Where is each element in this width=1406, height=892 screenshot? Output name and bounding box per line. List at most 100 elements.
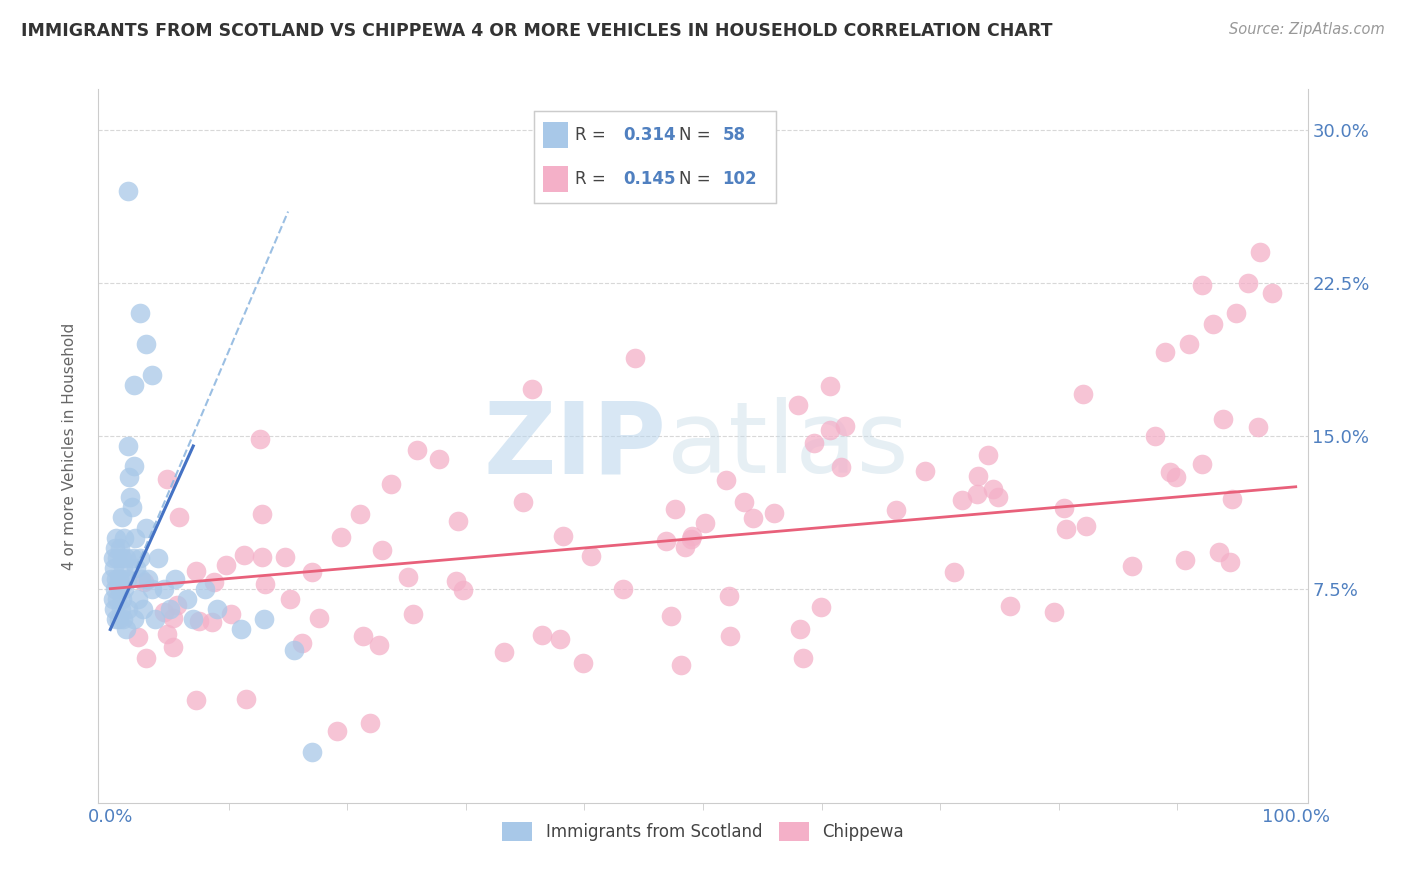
Point bbox=[444, 574, 467, 589]
Point bbox=[105, 551, 128, 566]
Point bbox=[1237, 276, 1260, 290]
Point bbox=[111, 591, 134, 606]
Point bbox=[1202, 317, 1225, 331]
Point bbox=[664, 501, 686, 516]
Legend: Immigrants from Scotland, Chippewa: Immigrants from Scotland, Chippewa bbox=[495, 815, 911, 848]
Point bbox=[117, 439, 139, 453]
Point bbox=[125, 561, 148, 575]
Point bbox=[117, 602, 139, 616]
Point bbox=[820, 379, 842, 393]
Point bbox=[101, 591, 124, 606]
Point bbox=[966, 487, 988, 501]
Point bbox=[127, 630, 149, 644]
Point bbox=[141, 582, 163, 596]
Point bbox=[530, 628, 553, 642]
Point bbox=[301, 745, 323, 759]
Point bbox=[396, 569, 419, 583]
Point bbox=[1159, 465, 1181, 479]
Point bbox=[352, 629, 374, 643]
Point bbox=[654, 534, 676, 549]
Point bbox=[1191, 277, 1213, 292]
Point bbox=[792, 651, 814, 665]
Point bbox=[115, 572, 138, 586]
Point bbox=[522, 382, 544, 396]
Point bbox=[987, 491, 1010, 505]
Point bbox=[1143, 429, 1166, 443]
Text: atlas: atlas bbox=[666, 398, 908, 494]
Point bbox=[101, 551, 124, 566]
Point bbox=[249, 432, 271, 446]
Point bbox=[129, 551, 152, 566]
Point bbox=[112, 612, 135, 626]
Point bbox=[447, 514, 470, 528]
Point bbox=[169, 510, 191, 524]
Point bbox=[202, 574, 225, 589]
Point bbox=[107, 572, 129, 586]
Point bbox=[118, 469, 141, 483]
Point bbox=[141, 368, 163, 382]
Text: IMMIGRANTS FROM SCOTLAND VS CHIPPEWA 4 OR MORE VEHICLES IN HOUSEHOLD CORRELATION: IMMIGRANTS FROM SCOTLAND VS CHIPPEWA 4 O… bbox=[21, 22, 1053, 40]
Point bbox=[429, 452, 451, 467]
Point bbox=[129, 306, 152, 320]
Point bbox=[884, 503, 907, 517]
Point bbox=[718, 589, 741, 603]
Point bbox=[166, 598, 188, 612]
Point bbox=[1074, 518, 1097, 533]
Point bbox=[229, 623, 252, 637]
Point bbox=[966, 469, 988, 483]
Point bbox=[221, 607, 243, 621]
Point bbox=[122, 459, 145, 474]
Point bbox=[215, 558, 238, 572]
Point bbox=[100, 572, 122, 586]
Point bbox=[1166, 469, 1188, 483]
Point bbox=[120, 490, 142, 504]
Point bbox=[406, 442, 429, 457]
Point bbox=[1208, 545, 1230, 559]
Point bbox=[194, 582, 217, 596]
Point bbox=[181, 612, 204, 626]
Point bbox=[512, 494, 534, 508]
Point bbox=[1043, 605, 1066, 619]
Point bbox=[132, 602, 155, 616]
Point bbox=[107, 612, 129, 626]
Point bbox=[235, 692, 257, 706]
Point bbox=[1220, 491, 1243, 506]
Point bbox=[159, 602, 181, 616]
Point bbox=[108, 541, 131, 555]
Point bbox=[451, 583, 474, 598]
Point bbox=[110, 572, 132, 586]
Point bbox=[201, 615, 224, 629]
Point bbox=[998, 599, 1021, 613]
Point bbox=[114, 531, 136, 545]
Point bbox=[810, 600, 832, 615]
Point bbox=[143, 612, 166, 626]
Point bbox=[624, 351, 647, 366]
Point bbox=[950, 493, 973, 508]
Point bbox=[274, 549, 297, 564]
Point bbox=[165, 572, 187, 586]
Point bbox=[108, 582, 131, 596]
Point bbox=[103, 561, 125, 575]
Point bbox=[818, 423, 841, 437]
Point bbox=[187, 614, 209, 628]
Text: Source: ZipAtlas.com: Source: ZipAtlas.com bbox=[1229, 22, 1385, 37]
Point bbox=[659, 609, 682, 624]
Point bbox=[742, 511, 765, 525]
Point bbox=[146, 551, 169, 566]
Point bbox=[105, 572, 128, 586]
Point bbox=[977, 448, 1000, 462]
Point bbox=[308, 611, 330, 625]
Point bbox=[114, 551, 136, 566]
Point bbox=[252, 507, 274, 521]
Point bbox=[121, 500, 143, 515]
Point bbox=[402, 607, 425, 622]
Point bbox=[360, 715, 382, 730]
Text: ZIP: ZIP bbox=[484, 398, 666, 494]
Point bbox=[162, 611, 184, 625]
Point bbox=[122, 377, 145, 392]
Point bbox=[152, 605, 174, 619]
Point bbox=[1225, 306, 1247, 320]
Point bbox=[112, 561, 135, 575]
Point bbox=[1212, 412, 1234, 426]
Point bbox=[111, 551, 134, 566]
